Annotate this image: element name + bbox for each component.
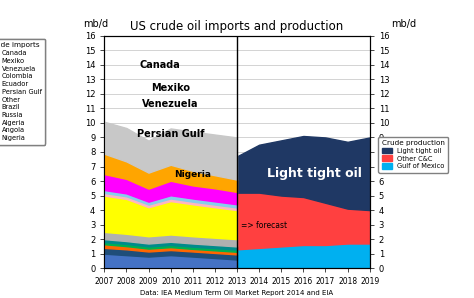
Text: mb/d: mb/d [391, 19, 416, 29]
Text: Mexiko: Mexiko [151, 83, 190, 93]
Legend: Canada, Mexiko, Venezuela, Colombia, Ecuador, Persian Gulf, Other, Brazil, Russi: Canada, Mexiko, Venezuela, Colombia, Ecu… [0, 39, 45, 145]
Text: Light tight oil: Light tight oil [267, 167, 362, 180]
Legend: Light tight oil, Other C&C, Gulf of Mexico: Light tight oil, Other C&C, Gulf of Mexi… [378, 137, 448, 173]
Text: Persian Gulf: Persian Gulf [137, 129, 204, 139]
Text: mb/d: mb/d [83, 19, 108, 29]
Text: Canada: Canada [139, 60, 180, 70]
Text: Data: IEA Medium Term Oil Market Report 2014 and EIA: Data: IEA Medium Term Oil Market Report … [140, 290, 334, 296]
Title: US crude oil imports and production: US crude oil imports and production [130, 20, 344, 33]
Text: => forecast: => forecast [241, 221, 288, 229]
Text: Nigeria: Nigeria [174, 170, 211, 179]
Text: Venezuela: Venezuela [142, 99, 199, 109]
